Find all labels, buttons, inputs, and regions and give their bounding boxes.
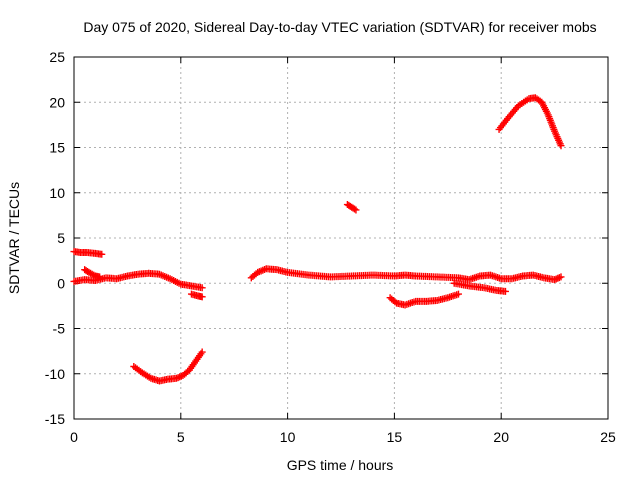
data-point	[557, 273, 565, 281]
series-seg9	[343, 201, 360, 214]
y-tick-label: 15	[49, 140, 65, 156]
x-tick-label: 0	[70, 429, 78, 445]
data-point	[98, 250, 106, 258]
x-tick-label: 10	[280, 429, 296, 445]
data-point	[352, 206, 360, 214]
data-point	[454, 290, 462, 298]
y-tick-label: 0	[57, 275, 65, 291]
data-point	[198, 348, 206, 356]
x-tick-label: 20	[493, 429, 509, 445]
y-tick-label: 25	[49, 49, 65, 65]
series-seg3	[81, 266, 104, 281]
data-points	[70, 94, 565, 385]
data-point	[96, 273, 104, 281]
series-seg2	[70, 248, 106, 258]
data-point	[557, 142, 565, 150]
y-tick-label: -5	[53, 321, 66, 337]
series-seg1	[70, 269, 206, 292]
series-seg6	[247, 265, 565, 284]
y-tick-label: 10	[49, 185, 65, 201]
data-point	[501, 287, 509, 295]
data-point	[198, 284, 206, 292]
data-point	[351, 205, 359, 213]
x-axis-label: GPS time / hours	[287, 457, 394, 473]
y-tick-label: -10	[45, 366, 65, 382]
series-seg10	[495, 94, 565, 150]
chart-title: Day 075 of 2020, Sidereal Day-to-day VTE…	[83, 19, 596, 35]
y-tick-label: 20	[49, 94, 65, 110]
x-tick-label: 25	[600, 429, 616, 445]
series-seg4	[187, 290, 206, 301]
grid	[74, 57, 608, 419]
y-axis-label: SDTVAR / TECUs	[6, 182, 22, 294]
x-tick-label: 15	[387, 429, 403, 445]
series-seg7	[450, 279, 509, 295]
data-point	[198, 293, 206, 301]
y-tick-label: 5	[57, 230, 65, 246]
y-tick-label: -15	[45, 411, 65, 427]
series-seg5	[130, 348, 206, 385]
series-seg8	[386, 290, 462, 309]
x-tick-label: 5	[177, 429, 185, 445]
axis-ticks: 0 5 10 15 20 25 -15 -10 -5 0 5 10 15 20 25	[45, 49, 616, 445]
